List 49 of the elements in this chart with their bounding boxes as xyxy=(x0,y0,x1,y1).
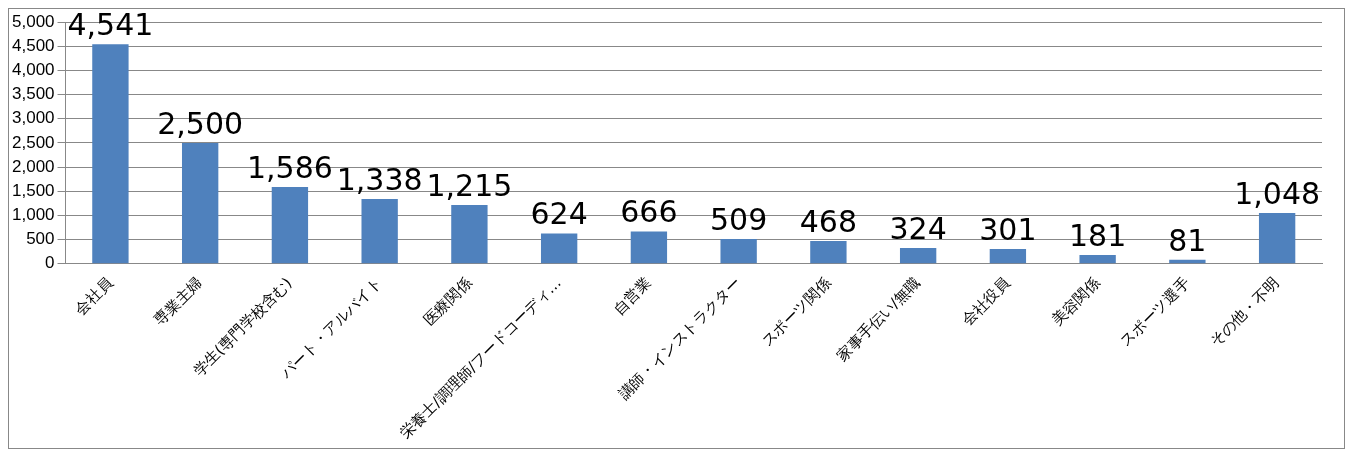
y-tick-label: 4,000 xyxy=(11,60,55,80)
y-tick-label: 5,000 xyxy=(11,11,55,31)
x-tick-label: 医療関係 xyxy=(419,273,475,329)
data-label: 81 xyxy=(1168,222,1207,258)
x-tick-label: 自営業 xyxy=(609,273,655,319)
data-label: 1,586 xyxy=(246,149,333,185)
y-tick-label: 0 xyxy=(45,253,55,273)
y-tick-label: 500 xyxy=(26,229,55,249)
bar xyxy=(92,44,129,264)
bar xyxy=(1169,259,1206,264)
data-label: 1,215 xyxy=(426,167,513,203)
y-tick-label: 3,500 xyxy=(11,84,55,104)
x-tick-label: 会社員 xyxy=(71,273,116,319)
data-label: 2,500 xyxy=(157,105,244,141)
bar xyxy=(181,142,219,264)
bar xyxy=(361,199,398,264)
data-label: 324 xyxy=(889,210,947,246)
y-tick-label: 1,500 xyxy=(11,180,55,200)
x-tick-label: 会社役員 xyxy=(958,273,1014,329)
bar xyxy=(630,231,668,264)
bar xyxy=(540,233,578,264)
bar xyxy=(451,204,488,264)
data-label: 666 xyxy=(620,194,678,230)
y-tick-label: 4,500 xyxy=(11,36,55,56)
data-label: 468 xyxy=(799,203,858,239)
x-tick-label: 家事手伝い/無職 xyxy=(833,273,924,365)
y-tick-label: 3,000 xyxy=(11,108,55,128)
data-label: 181 xyxy=(1069,217,1127,253)
x-tick-label: 専業主婦 xyxy=(150,273,206,329)
bar xyxy=(720,239,757,264)
x-tick-label: その他・不明 xyxy=(1206,273,1283,351)
bar xyxy=(810,241,847,264)
bar xyxy=(271,187,309,264)
data-label: 1,338 xyxy=(336,161,423,197)
y-tick-label: 2,500 xyxy=(11,132,55,152)
bar xyxy=(1079,254,1116,264)
y-tick-label: 2,000 xyxy=(11,156,55,176)
data-label: 624 xyxy=(530,196,588,232)
data-label: 301 xyxy=(979,211,1037,247)
bar xyxy=(899,247,937,264)
data-label: 509 xyxy=(710,201,768,237)
y-tick-label: 1,000 xyxy=(11,205,55,225)
x-tick-label: 美容関係 xyxy=(1048,273,1104,329)
data-label: 4,541 xyxy=(67,7,154,43)
bar xyxy=(1258,213,1296,264)
x-tick-label: スポーツ選手 xyxy=(1116,273,1193,351)
x-tick-label: スポーツ関係 xyxy=(757,273,834,351)
data-label: 1,048 xyxy=(1234,175,1321,211)
bar xyxy=(989,249,1027,264)
